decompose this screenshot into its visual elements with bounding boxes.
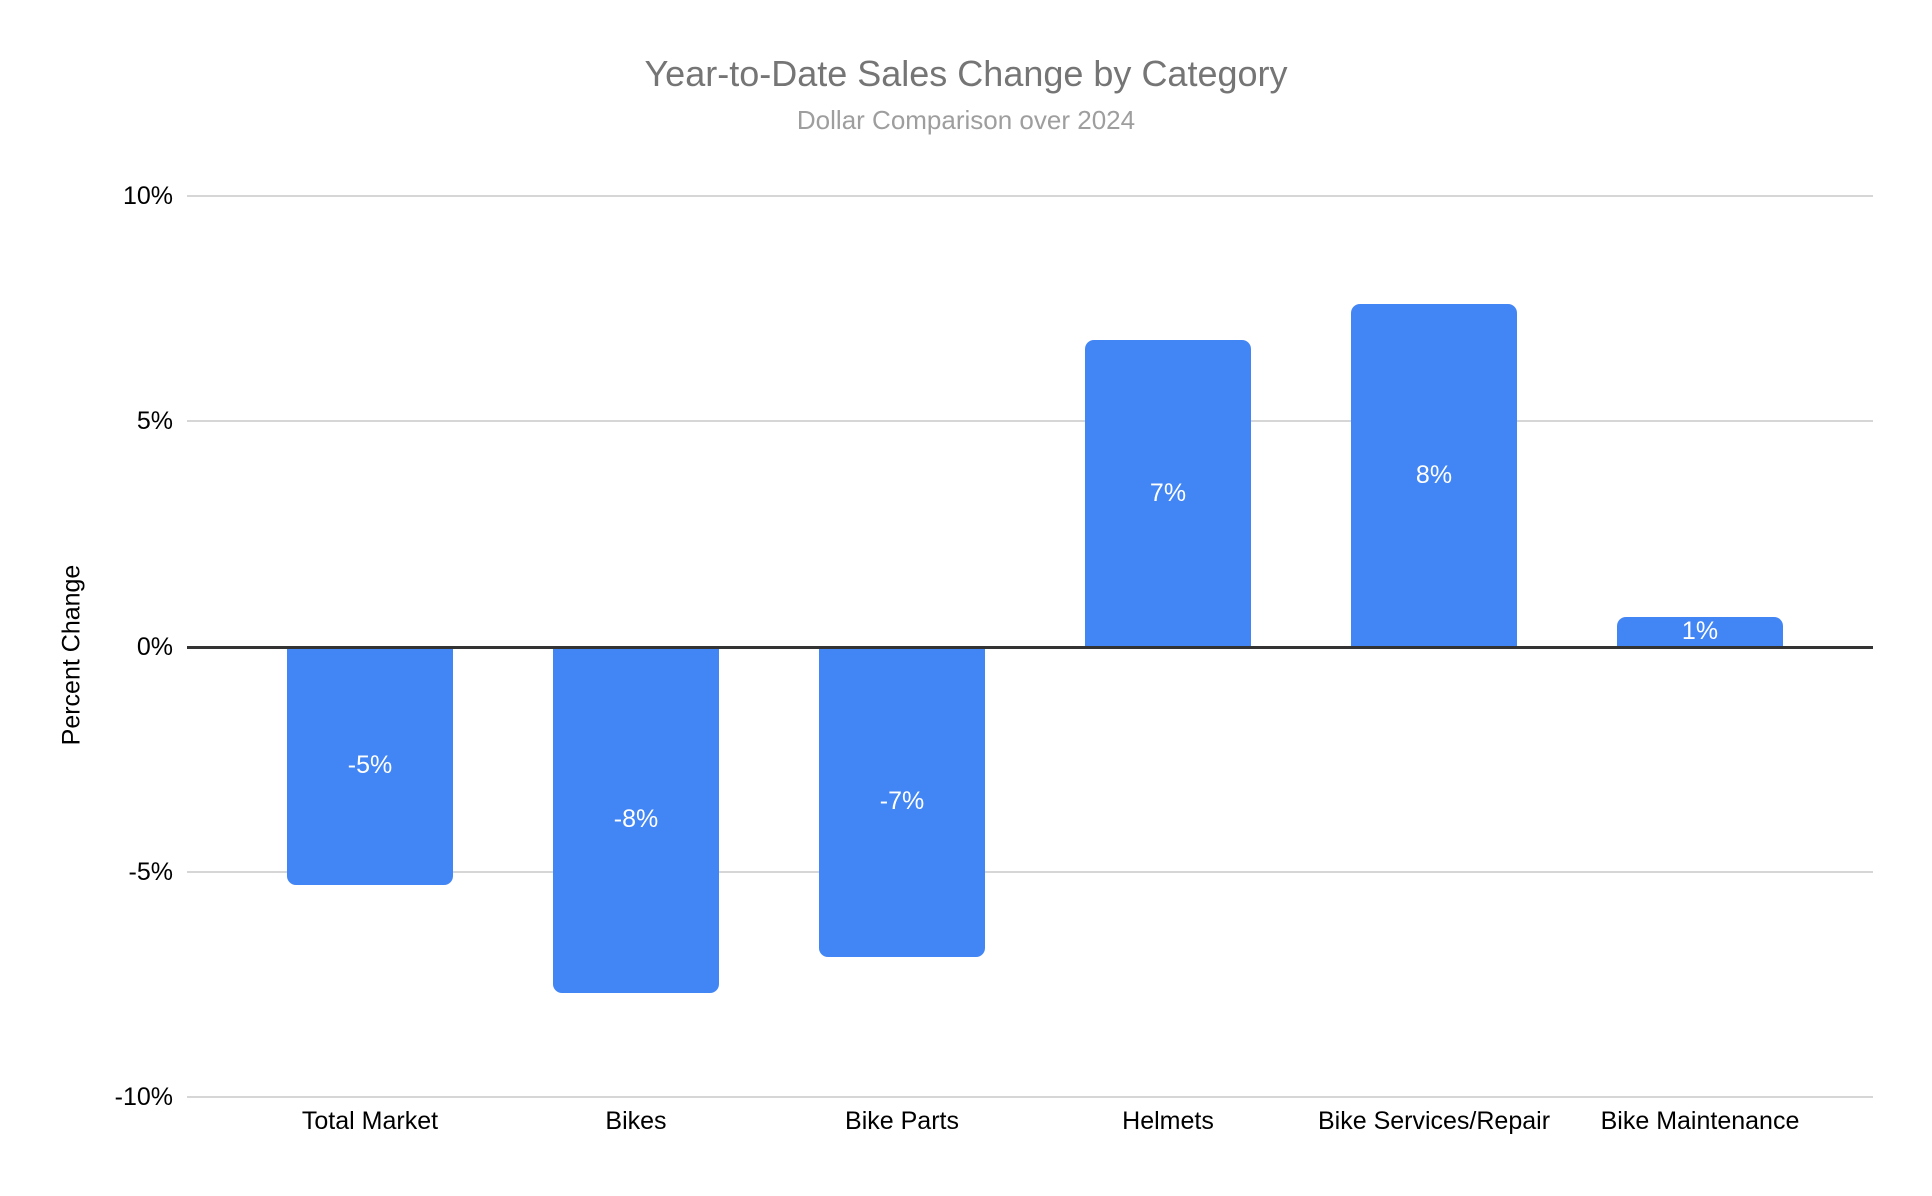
chart-subtitle: Dollar Comparison over 2024 <box>796 105 1136 135</box>
gridline <box>187 870 1873 873</box>
bar-value-label: 8% <box>1415 460 1453 489</box>
y-tick-label: -10% <box>114 1083 173 1111</box>
zero-baseline <box>187 645 1873 649</box>
bar-helmets: 7% <box>1085 340 1251 647</box>
bar-value-label: -5% <box>347 751 393 780</box>
gridline <box>187 1096 1873 1098</box>
x-category-label: Bike Parts <box>845 1107 959 1135</box>
y-tick-label: -5% <box>128 857 173 886</box>
y-tick-label: 10% <box>122 182 173 210</box>
gridline <box>187 420 1873 423</box>
plot-area: -5% -8% -7% 7% 8% 1% <box>187 195 1873 1098</box>
bar-bike-services-repair: 8% <box>1351 304 1517 647</box>
bar-bikes: -8% <box>553 646 719 994</box>
x-category-label: Bikes <box>605 1107 667 1135</box>
x-category-label: Helmets <box>1122 1107 1214 1135</box>
bar-bike-maintenance: 1% <box>1617 617 1783 647</box>
bar-value-label: -7% <box>879 787 925 816</box>
bar-value-label: -8% <box>613 805 659 834</box>
chart-title: Year-to-Date Sales Change by Category <box>644 53 1288 94</box>
x-category-label: Bike Maintenance <box>1600 1107 1800 1135</box>
bar-value-label: 1% <box>1681 617 1719 646</box>
y-tick-label: 0% <box>136 632 173 661</box>
x-category-label: Total Market <box>301 1107 439 1135</box>
x-category-label: Bike Services/Repair <box>1317 1107 1551 1135</box>
bar-bike-parts: -7% <box>819 646 985 958</box>
gridline <box>187 195 1873 197</box>
bar-total-market: -5% <box>287 646 453 886</box>
bar-value-label: 7% <box>1149 478 1187 507</box>
y-tick-label: 5% <box>136 407 173 436</box>
